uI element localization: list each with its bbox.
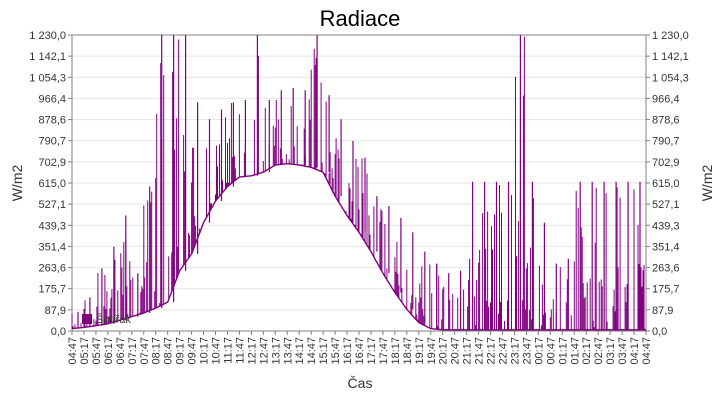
x-tick-label: 07:47 [139,337,151,365]
x-tick-label: 10:47 [211,337,223,365]
x-tick-label: 04:47 [67,337,79,365]
x-tick-label: 15:47 [330,337,342,365]
x-tick-label: 18:17 [390,337,402,365]
y-tick-label: 439,3 [38,220,66,232]
y-tick-label: 1 054,3 [29,72,66,84]
legend-swatch [82,314,92,324]
x-tick-label: 12:47 [258,337,270,365]
x-tick-label: 11:17 [222,337,234,364]
y-tick-label: 87,9 [45,305,66,317]
x-tick-label: 08:47 [163,337,175,365]
x-tick-label: 13:17 [270,337,282,365]
legend: Šouřák [82,313,131,326]
y-tick-label: 175,7 [38,284,66,296]
x-tick-label: 14:47 [306,337,318,365]
x-tick-label: 22:17 [486,337,498,365]
y-tick-label-right: 0,0 [652,326,667,338]
series-sourak [71,35,646,331]
x-tick-label: 15:17 [318,337,330,365]
x-tick-label: 19:47 [426,337,438,365]
y-axis-title-right: W/m2 [699,165,715,202]
y-tick-label-right: 966,4 [652,93,680,105]
y-tick-label-right: 1 054,3 [652,72,689,84]
x-tick-label: 01:47 [569,337,581,365]
y-tick-label: 263,6 [38,263,66,275]
y-tick-label: 790,7 [38,136,66,148]
y-axis-left: 0,0 87,9 175,7 263,6 351,4 439,3 527,1 615,0 702… [29,30,72,338]
x-tick-label: 17:47 [378,337,390,365]
legend-label: Šouřák [96,313,131,326]
x-tick-label: 05:17 [79,337,91,365]
x-tick-label: 06:47 [115,337,127,365]
x-tick-label: 04:17 [629,337,641,365]
x-tick-label: 07:17 [127,337,139,365]
y-tick-label: 878,6 [38,115,66,127]
y-tick-label: 1 142,1 [29,51,66,63]
y-tick-label-right: 1 142,1 [652,51,689,63]
y-tick-label-right: 263,6 [652,263,680,275]
y-tick-label: 966,4 [38,93,66,105]
x-tick-label: 03:47 [617,337,629,365]
y-tick-label-right: 351,4 [652,241,680,253]
x-tick-label: 20:47 [450,337,462,365]
y-tick-label: 702,9 [38,157,66,169]
x-tick-label: 11:47 [234,337,246,364]
y-axis-title: W/m2 [9,165,25,202]
x-tick-label: 21:47 [474,337,486,365]
x-tick-label: 20:17 [438,337,450,365]
y-tick-label-right: 175,7 [652,284,680,296]
x-axis-title: Čas [348,375,373,391]
x-tick-label: 21:17 [462,337,474,365]
y-tick-label: 351,4 [38,241,66,253]
y-tick-label-right: 615,0 [652,178,680,190]
chart-title: Radiace [320,6,401,31]
y-tick-label-right: 527,1 [652,199,680,211]
y-tick-label: 1 230,0 [29,30,66,42]
x-tick-label: 10:17 [199,337,211,365]
x-tick-label: 12:17 [246,337,258,365]
y-tick-label-right: 439,3 [652,220,680,232]
y-tick-label-right: 87,9 [652,305,673,317]
x-tick-label: 23:47 [521,337,533,365]
x-tick-label: 16:47 [354,337,366,365]
x-tick-label: 05:47 [91,337,103,365]
y-axis-right: 0,0 87,9 175,7 263,6 351,4 439,3 527,1 615,0 702… [646,30,689,338]
x-tick-label: 00:17 [533,337,545,365]
x-tick-label: 04:47 [641,337,653,365]
x-axis: 04:47 05:17 05:47 06:17 06:47 07:17 07:47 08:17… [67,331,653,365]
y-tick-label-right: 702,9 [652,157,680,169]
y-tick-label-right: 1 230,0 [652,30,689,42]
y-tick-label: 0,0 [51,326,66,338]
x-tick-label: 22:47 [498,337,510,365]
x-tick-label: 09:47 [187,337,199,365]
x-tick-label: 01:17 [557,337,569,365]
x-tick-label: 17:17 [366,337,378,365]
x-tick-label: 14:17 [294,337,306,365]
x-tick-label: 08:17 [151,337,163,365]
x-tick-label: 02:17 [581,337,593,365]
x-tick-label: 13:47 [282,337,294,365]
x-tick-label: 00:47 [545,337,557,365]
x-tick-label: 03:17 [605,337,617,365]
x-tick-label: 06:17 [103,337,115,365]
x-tick-label: 19:17 [414,337,426,365]
x-tick-label: 16:17 [342,337,354,365]
y-tick-label-right: 790,7 [652,136,680,148]
x-tick-label: 18:47 [402,337,414,365]
x-tick-label: 02:47 [593,337,605,365]
y-tick-label-right: 878,6 [652,115,680,127]
x-tick-label: 09:17 [175,337,187,365]
y-tick-label: 615,0 [38,178,66,190]
y-tick-label: 527,1 [38,199,66,211]
x-tick-label: 23:17 [509,337,521,365]
